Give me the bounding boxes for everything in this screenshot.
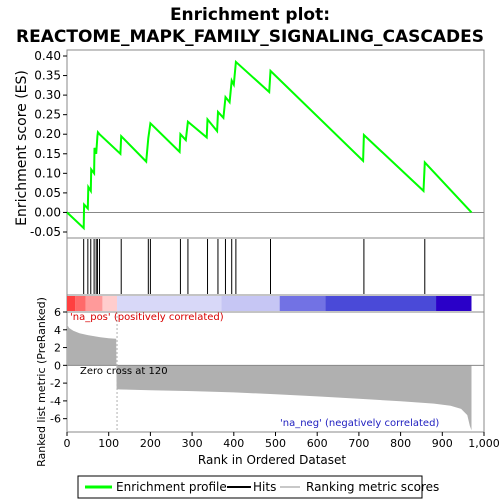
xtick-label: 100 xyxy=(98,437,119,450)
neg-label: 'na_neg' (negatively correlated) xyxy=(280,418,439,429)
xtick-label: 300 xyxy=(182,437,203,450)
es-layer xyxy=(66,59,484,231)
metric-ylabel: Ranked list metric (PreRanked) xyxy=(35,297,48,467)
metric-layer xyxy=(67,312,484,432)
heat-segment xyxy=(85,296,103,311)
es-ytick-label: -0.05 xyxy=(30,225,61,239)
es-ytick-label: 0.35 xyxy=(34,69,61,83)
legend-label-metric: Ranking metric scores xyxy=(306,480,439,494)
heat-segment xyxy=(67,296,76,311)
heat-segment xyxy=(279,296,326,311)
legend-label-enrichment: Enrichment profile xyxy=(116,480,227,494)
es-ylabel: Enrichment score (ES) xyxy=(14,70,30,226)
xtick-label: 200 xyxy=(140,437,161,450)
metric-ytick-label: 4 xyxy=(54,324,61,337)
es-ytick-label: 0.00 xyxy=(34,205,61,219)
heat-layer xyxy=(67,296,472,311)
legend-label-hits: Hits xyxy=(253,480,276,494)
metric-ytick-label: -4 xyxy=(50,395,61,408)
heat-segment xyxy=(75,296,86,311)
xtick-label: 800 xyxy=(390,437,411,450)
zero-cross-label: Zero cross at 120 xyxy=(80,366,168,377)
metric-ytick-label: 2 xyxy=(54,342,61,355)
xtick-label: 600 xyxy=(307,437,328,450)
es-ytick-label: 0.20 xyxy=(34,127,61,141)
xtick-label: 0 xyxy=(64,437,71,450)
xtick-label: 1,000 xyxy=(468,437,500,450)
xlabel: Rank in Ordered Dataset xyxy=(198,453,346,467)
heat-segment xyxy=(436,296,472,311)
chart-title-line2: REACTOME_MAPK_FAMILY_SIGNALING_CASCADES xyxy=(16,27,484,47)
xtick-label: 700 xyxy=(348,437,369,450)
metric-ytick-label: 6 xyxy=(54,306,61,319)
pos-label: 'na_pos' (positively correlated) xyxy=(70,312,224,323)
heat-segment xyxy=(117,296,222,311)
hits-panel xyxy=(66,237,485,296)
metric-ytick-label: 0 xyxy=(54,359,61,372)
es-ytick-label: 0.05 xyxy=(34,186,61,200)
heat-segment xyxy=(325,296,437,311)
hits-layer xyxy=(83,239,426,294)
es-panel xyxy=(66,49,485,239)
chart-title-line1: Enrichment plot: xyxy=(170,5,330,25)
heat-segment xyxy=(221,296,280,311)
metric-ytick-label: -6 xyxy=(50,413,61,426)
axes-layer: 0.40 0.35 0.30 0.25 0.20 0.15 0.10 0.05 0.00 -0.0… xyxy=(30,49,500,450)
xtick-label: 400 xyxy=(223,437,244,450)
es-ytick-label: 0.10 xyxy=(34,166,61,180)
es-profile-line xyxy=(66,59,473,231)
heat-segment xyxy=(102,296,118,311)
xtick-label: 500 xyxy=(265,437,286,450)
metric-area xyxy=(67,324,472,431)
xtick-label: 900 xyxy=(432,437,453,450)
es-ytick-label: 0.25 xyxy=(34,108,61,122)
es-ytick-label: 0.30 xyxy=(34,88,61,102)
metric-ytick-label: -2 xyxy=(50,377,61,390)
es-ytick-label: 0.40 xyxy=(34,49,61,63)
es-ytick-label: 0.15 xyxy=(34,147,61,161)
